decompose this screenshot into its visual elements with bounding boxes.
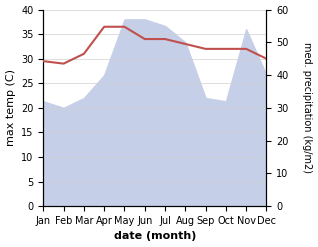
X-axis label: date (month): date (month)	[114, 231, 196, 242]
Y-axis label: med. precipitation (kg/m2): med. precipitation (kg/m2)	[302, 42, 313, 173]
Y-axis label: max temp (C): max temp (C)	[5, 69, 16, 146]
